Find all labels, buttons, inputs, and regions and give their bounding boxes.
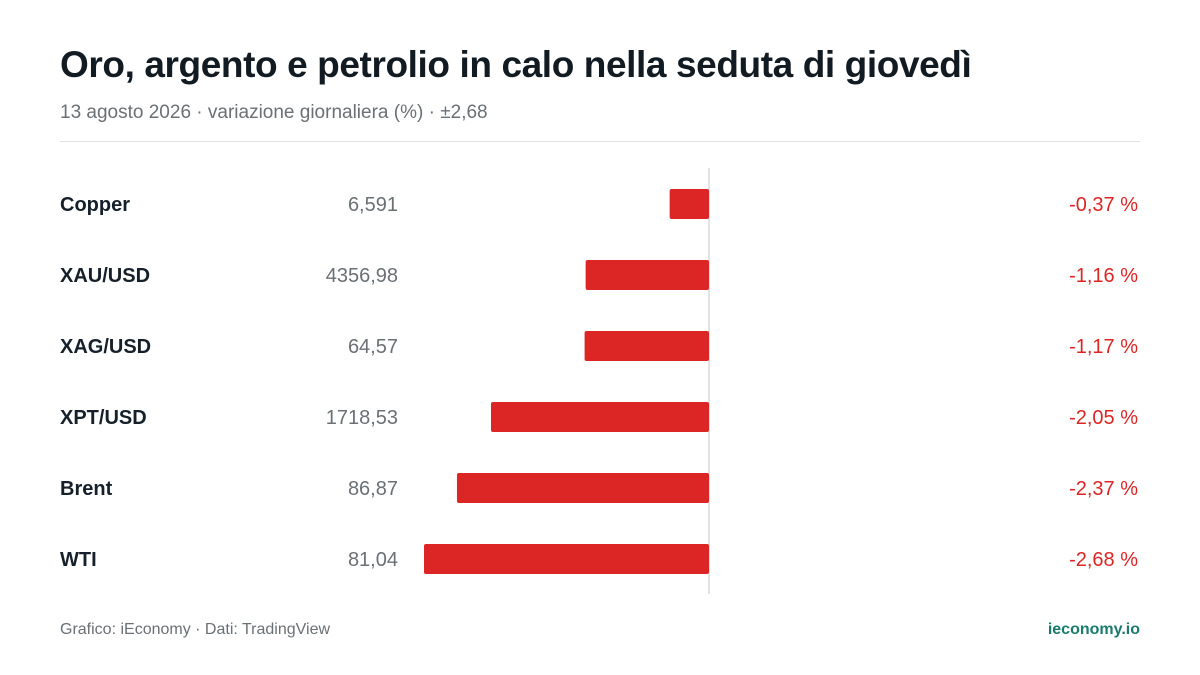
price-value: 81,04 [348, 549, 398, 571]
footer-brand-link[interactable]: ieconomy.io [1047, 621, 1140, 638]
bar [584, 331, 709, 361]
category-label: WTI [60, 549, 97, 571]
bar-value-label: -1,17 % [1069, 336, 1138, 358]
bar [424, 544, 709, 574]
chart-title: Oro, argento e petrolio in calo nella se… [60, 44, 972, 85]
price-value: 1718,53 [326, 407, 398, 429]
header-divider [60, 141, 1140, 142]
bar-value-label: -2,05 % [1069, 407, 1138, 429]
chart-subtitle: 13 agosto 2026 · variazione giornaliera … [60, 102, 488, 123]
bar [585, 260, 709, 290]
category-label: XAU/USD [60, 265, 150, 287]
bar-value-label: -1,16 % [1069, 265, 1138, 287]
bar-value-label: -0,37 % [1069, 194, 1138, 216]
price-value: 64,57 [348, 336, 398, 358]
bar [669, 189, 709, 219]
price-value: 6,591 [348, 194, 398, 216]
bar [490, 402, 709, 432]
category-label: Brent [60, 478, 113, 500]
bar-value-label: -2,68 % [1069, 549, 1138, 571]
category-label: Copper [60, 194, 130, 216]
category-label: XPT/USD [60, 407, 147, 429]
price-value: 4356,98 [326, 265, 398, 287]
price-value: 86,87 [348, 478, 398, 500]
bar-value-label: -2,37 % [1069, 478, 1138, 500]
footer-source: Grafico: iEconomy · Dati: TradingView [60, 621, 331, 638]
category-label: XAG/USD [60, 336, 151, 358]
bar [456, 473, 709, 503]
